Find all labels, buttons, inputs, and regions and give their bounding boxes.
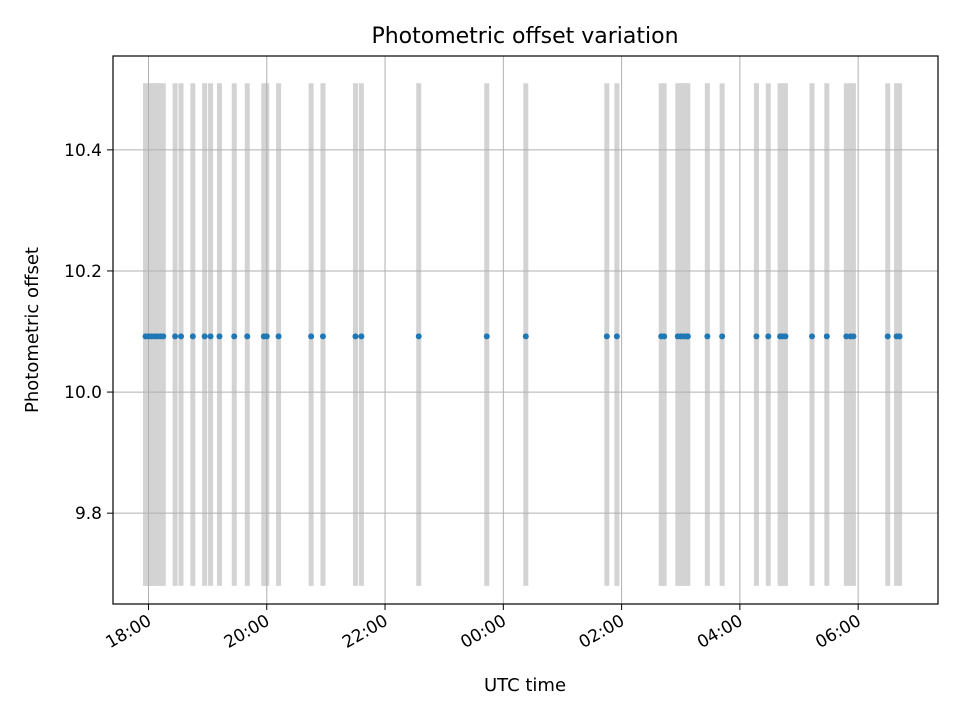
- data-point: [207, 333, 214, 340]
- plot-frame: [112, 55, 939, 605]
- data-point: [850, 333, 857, 340]
- data-point: [358, 333, 365, 340]
- x-tick-label: 20:00: [221, 611, 273, 653]
- data-point: [178, 333, 185, 340]
- data-point: [522, 333, 529, 340]
- data-point: [231, 333, 238, 340]
- data-point: [216, 333, 223, 340]
- data-points: [142, 333, 903, 340]
- data-point: [896, 333, 903, 340]
- observation-spans: [143, 83, 903, 586]
- data-point: [823, 333, 830, 340]
- data-point: [753, 333, 760, 340]
- x-axis-ticks: 18:00 20:00 22:00 00:00 02:00 04:00 06:00: [103, 604, 865, 653]
- y-tick-label: 10.2: [64, 262, 102, 282]
- y-tick-label: 10.4: [64, 141, 102, 161]
- x-tick-label: 02:00: [576, 611, 628, 653]
- y-tick-label: 9.8: [75, 504, 102, 524]
- grid-lines: [113, 56, 938, 604]
- data-point: [244, 333, 251, 340]
- data-point: [172, 333, 179, 340]
- data-point: [843, 333, 850, 340]
- x-tick-label: 18:00: [103, 611, 155, 653]
- y-axis-ticks: 9.8 10.0 10.2 10.4: [64, 141, 113, 524]
- data-point: [352, 333, 359, 340]
- data-point: [603, 333, 610, 340]
- data-point: [308, 333, 315, 340]
- data-point: [189, 333, 196, 340]
- data-point: [765, 333, 772, 340]
- data-point: [483, 333, 490, 340]
- data-point: [319, 333, 326, 340]
- data-point: [160, 333, 167, 340]
- x-tick-label: 04:00: [694, 611, 746, 653]
- data-point: [201, 333, 208, 340]
- data-point: [263, 333, 270, 340]
- data-point: [661, 333, 668, 340]
- data-point: [684, 333, 691, 340]
- data-point: [613, 333, 620, 340]
- x-axis-label: UTC time: [484, 675, 566, 696]
- y-axis-label: Photometric offset: [22, 247, 43, 413]
- data-point: [782, 333, 789, 340]
- data-point: [719, 333, 726, 340]
- data-point: [809, 333, 816, 340]
- x-tick-label: 06:00: [812, 611, 864, 653]
- data-point: [415, 333, 422, 340]
- chart-title: Photometric offset variation: [371, 24, 678, 49]
- data-point: [704, 333, 711, 340]
- x-tick-label: 00:00: [457, 611, 509, 653]
- data-point: [275, 333, 282, 340]
- data-point: [884, 333, 891, 340]
- x-tick-label: 22:00: [339, 611, 391, 653]
- y-tick-label: 10.0: [64, 383, 102, 403]
